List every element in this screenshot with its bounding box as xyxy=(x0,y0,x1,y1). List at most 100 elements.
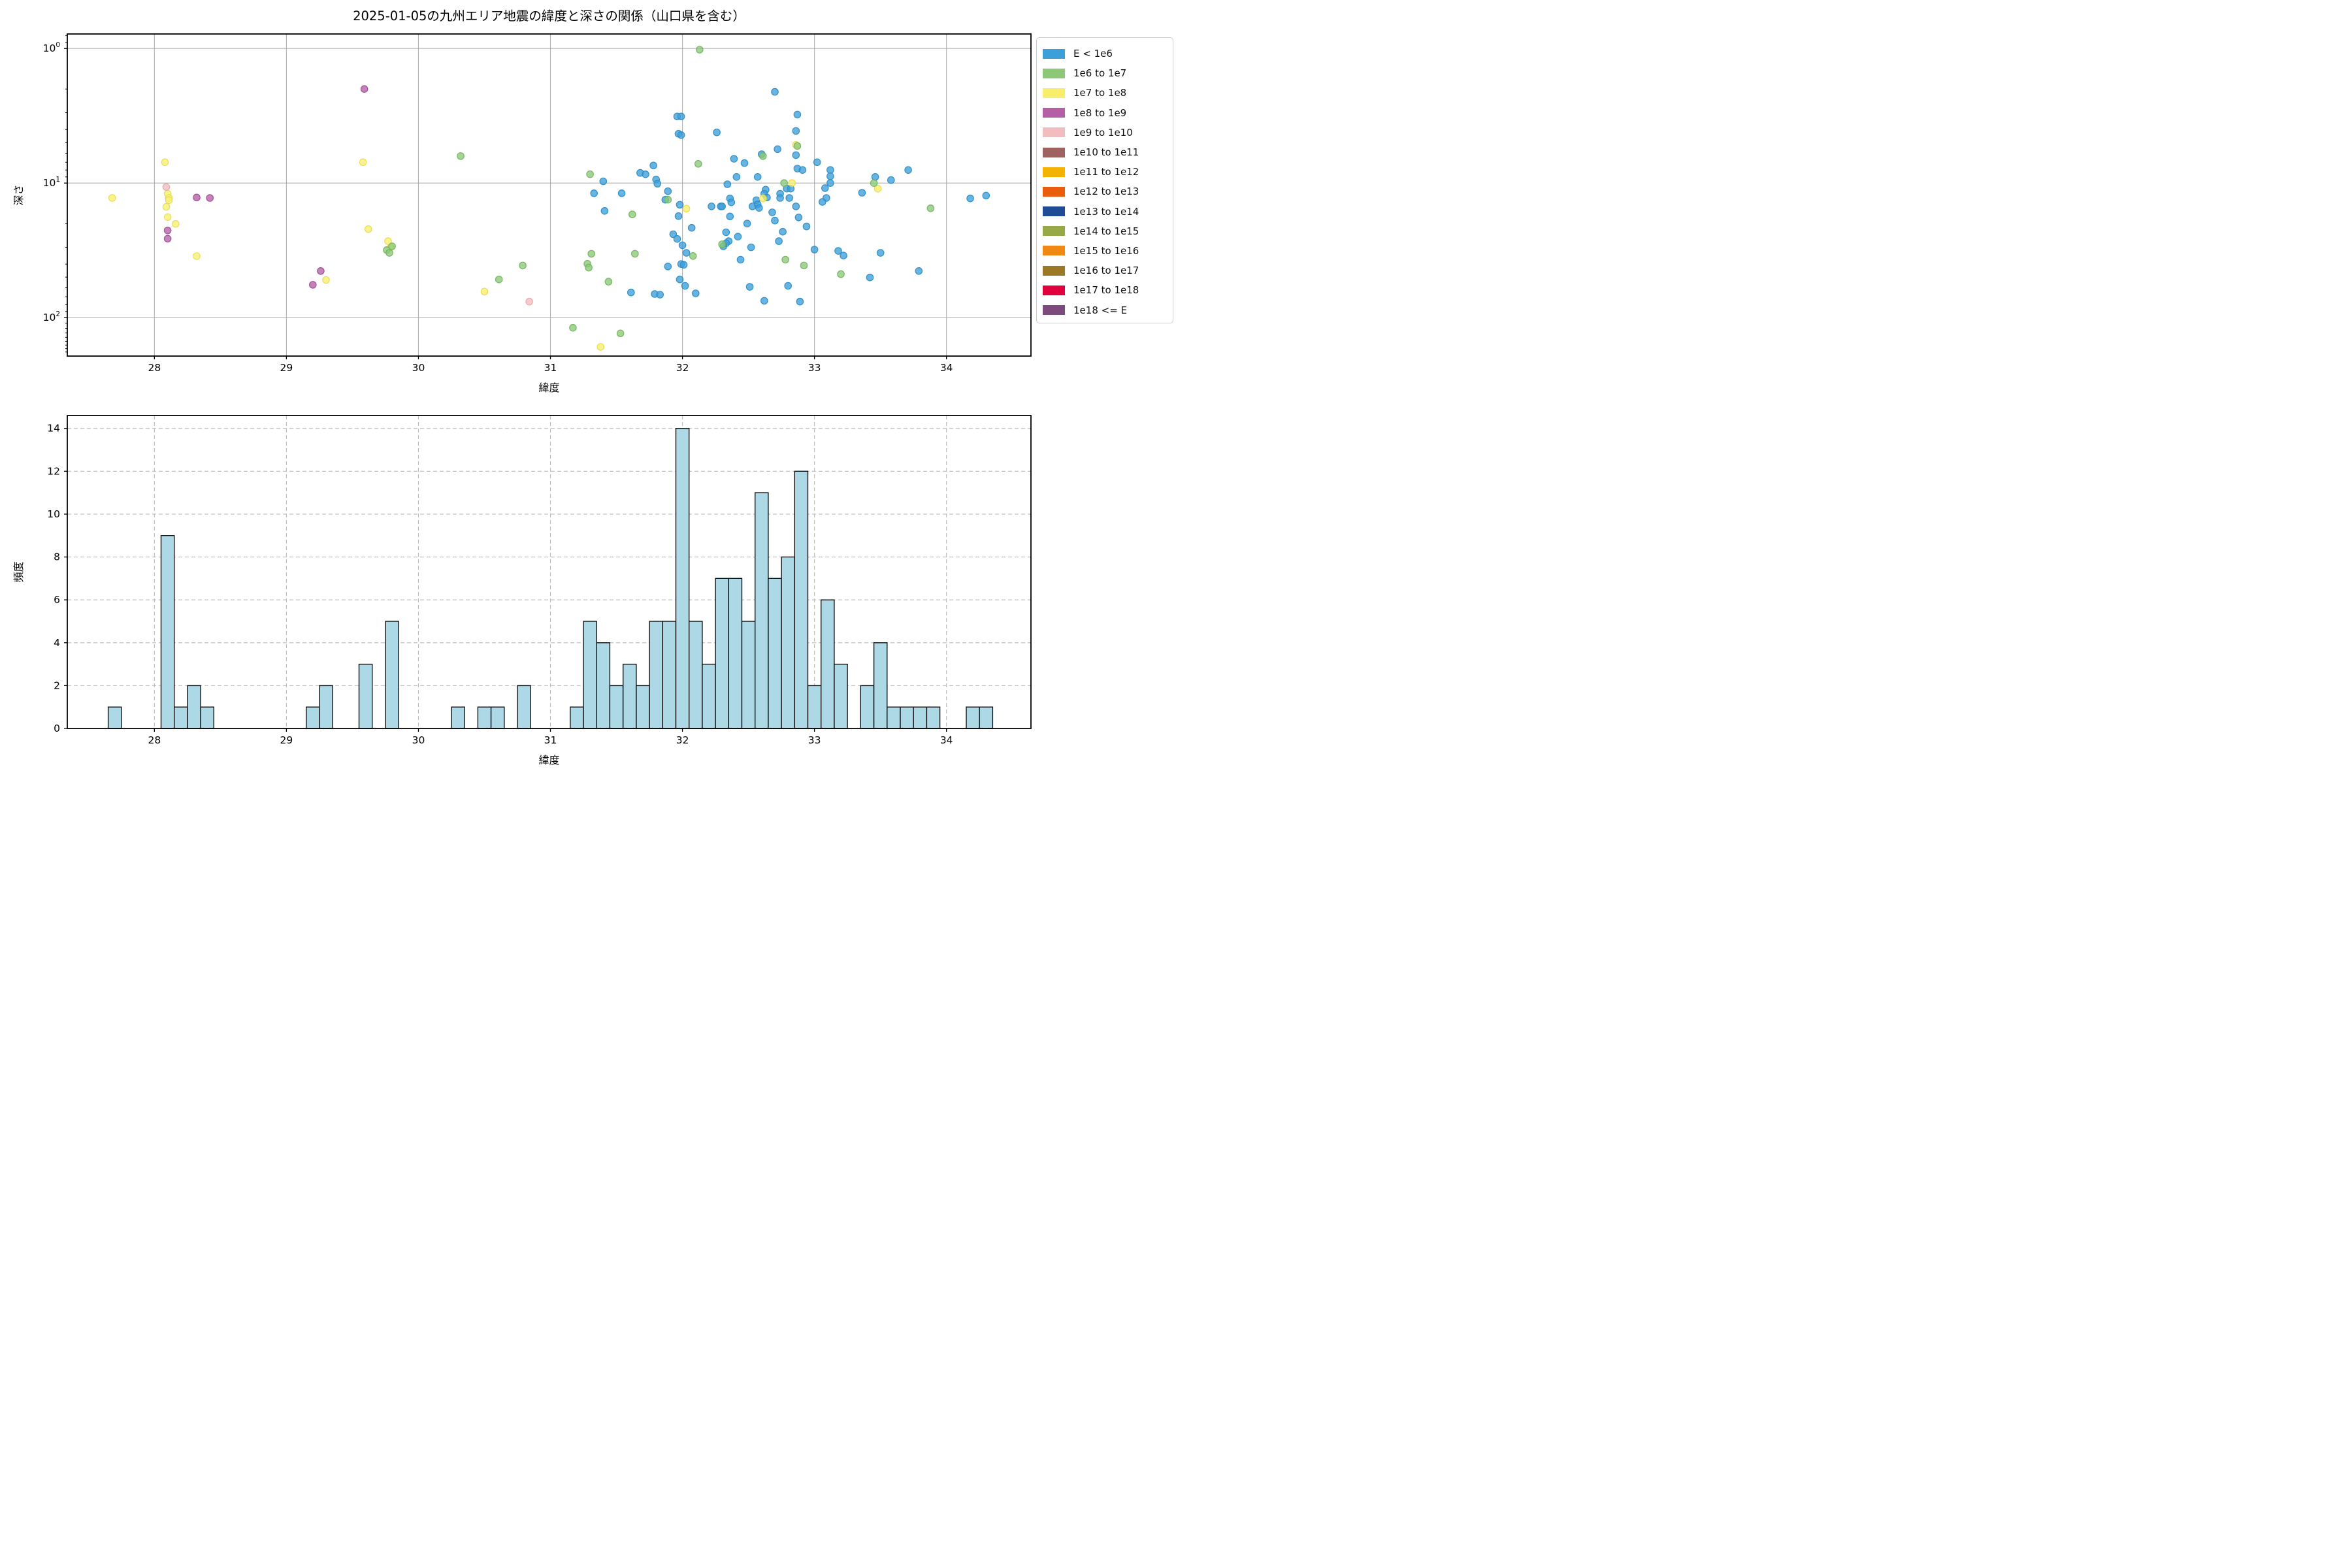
hist-tick-label-x: 28 xyxy=(148,734,161,746)
scatter-point xyxy=(798,166,807,174)
scatter-point xyxy=(740,159,749,167)
scatter-tick-label-x: 33 xyxy=(808,362,821,374)
legend-swatch xyxy=(1043,226,1065,237)
scatter-point xyxy=(759,152,767,160)
scatter-point xyxy=(834,247,842,255)
scatter-point xyxy=(616,329,625,338)
legend-swatch xyxy=(1043,147,1065,157)
scatter-point xyxy=(792,151,800,159)
histogram-bar xyxy=(807,685,822,729)
legend-item: 1e11 to 1e12 xyxy=(1043,162,1173,182)
scatter-point xyxy=(384,237,392,245)
hist-tick-label-x: 31 xyxy=(544,734,557,746)
histogram-bar xyxy=(319,685,333,729)
scatter-point xyxy=(193,252,201,260)
histogram-bar xyxy=(979,706,994,729)
hist-tick-label-x: 29 xyxy=(280,734,293,746)
scatter-ylabel: 深さ xyxy=(12,184,25,205)
scatter-tick-label-x: 28 xyxy=(148,362,161,374)
legend-swatch xyxy=(1043,186,1065,197)
legend-item: 1e18 <= E xyxy=(1043,300,1173,319)
scatter-point xyxy=(161,158,169,167)
legend-label: 1e17 to 1e18 xyxy=(1073,284,1139,297)
hist-xlabel: 緯度 xyxy=(538,754,559,766)
scatter-point xyxy=(792,127,800,135)
scatter-point xyxy=(779,227,787,236)
scatter-point xyxy=(926,204,935,212)
scatter-point xyxy=(630,250,639,258)
scatter-point xyxy=(722,228,730,237)
scatter-point xyxy=(837,270,845,278)
legend-swatch xyxy=(1043,285,1065,295)
scatter-point xyxy=(676,275,684,284)
hist-tick-label-y: 14 xyxy=(47,423,60,434)
legend-item: E < 1e6 xyxy=(1043,44,1173,63)
scatter-point xyxy=(586,170,594,178)
scatter-point xyxy=(718,240,726,248)
hist-tick-label-x: 32 xyxy=(676,734,689,746)
legend-item: 1e9 to 1e10 xyxy=(1043,123,1173,142)
scatter-point xyxy=(664,263,672,270)
scatter-point xyxy=(599,177,608,186)
histogram-bar xyxy=(715,578,729,729)
scatter-point xyxy=(793,110,802,119)
legend: E < 1e6 1e6 to 1e7 1e7 to 1e8 1e8 to 1e9 1e9… xyxy=(1036,37,1173,323)
scatter-point xyxy=(871,172,879,181)
scatter-point xyxy=(687,223,696,232)
histogram-bar xyxy=(781,556,795,729)
scatter-point xyxy=(457,152,465,160)
histogram-bar xyxy=(873,642,888,729)
scatter-point xyxy=(674,212,683,220)
legend-label: 1e13 to 1e14 xyxy=(1073,205,1139,218)
scatter-point xyxy=(813,158,821,167)
scatter-point xyxy=(162,203,171,211)
scatter-point xyxy=(718,203,726,210)
scatter-point xyxy=(694,160,702,168)
histogram-bar xyxy=(820,599,835,729)
scatter-point xyxy=(966,194,974,203)
scatter-point xyxy=(826,172,834,180)
scatter-point xyxy=(732,172,741,181)
histogram-bar xyxy=(887,706,901,729)
histogram-bar xyxy=(900,706,914,729)
scatter-point xyxy=(819,198,826,206)
scatter-point xyxy=(800,261,808,270)
scatter-point xyxy=(676,201,684,209)
scatter-point xyxy=(163,226,172,235)
scatter-point xyxy=(810,246,819,253)
scatter-point xyxy=(617,189,626,197)
scatter-tick-label-x: 29 xyxy=(280,362,293,374)
legend-swatch xyxy=(1043,48,1065,59)
scatter-point xyxy=(760,297,768,305)
legend-item: 1e8 to 1e9 xyxy=(1043,103,1173,123)
scatter-point xyxy=(677,112,685,121)
histogram-bar xyxy=(490,706,505,729)
hist-tick-label-y: 4 xyxy=(54,637,60,649)
histogram-bar xyxy=(702,663,716,729)
scatter-point xyxy=(628,210,636,218)
histogram-bar xyxy=(358,663,373,729)
hist-ylabel: 頻度 xyxy=(12,561,25,582)
legend-swatch xyxy=(1043,246,1065,256)
scatter-point xyxy=(840,252,847,259)
scatter-point xyxy=(692,289,700,297)
scatter-point xyxy=(682,249,691,257)
scatter-tick-label-y: 100 xyxy=(43,41,60,54)
legend-swatch xyxy=(1043,305,1065,316)
scatter-point xyxy=(887,176,895,184)
legend-item: 1e17 to 1e18 xyxy=(1043,280,1173,300)
scatter-point xyxy=(681,282,689,290)
scatter-point xyxy=(364,225,372,233)
hist-tick-label-x: 34 xyxy=(940,734,953,746)
legend-label: E < 1e6 xyxy=(1073,48,1113,60)
scatter-point xyxy=(730,155,738,163)
scatter-point xyxy=(759,194,767,203)
scatter-point xyxy=(600,206,609,215)
histogram-bar xyxy=(107,706,122,729)
scatter-point xyxy=(317,267,325,275)
scatter-point xyxy=(874,184,882,193)
scatter-point xyxy=(590,189,598,197)
scatter-point xyxy=(784,282,792,290)
scatter-point xyxy=(359,158,367,167)
scatter-tick-label-x: 31 xyxy=(544,362,557,374)
